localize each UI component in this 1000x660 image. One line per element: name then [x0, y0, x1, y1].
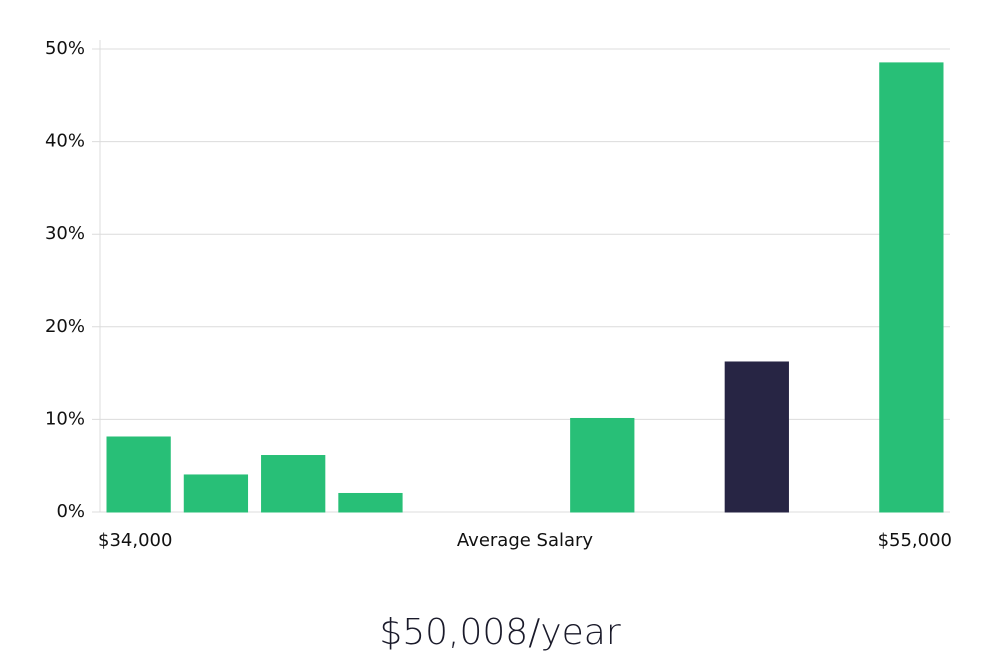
bar: [338, 492, 403, 513]
y-tick-label: 30%: [45, 223, 85, 244]
caption: $50,008/year: [379, 612, 621, 653]
bar: [879, 62, 944, 513]
bar: [570, 417, 635, 513]
y-tick-label: 50%: [45, 38, 85, 59]
x-max-label: $55,000: [878, 530, 952, 551]
y-tick-label: 40%: [45, 131, 85, 152]
bar: [261, 455, 326, 513]
x-min-label: $34,000: [98, 530, 172, 551]
bar: [106, 436, 171, 513]
y-tick-label: 0%: [56, 501, 85, 522]
bar: [724, 361, 789, 513]
bar: [183, 474, 249, 513]
y-tick-label: 10%: [45, 408, 85, 429]
x-axis-label: Average Salary: [457, 530, 594, 551]
y-tick-label: 20%: [45, 316, 85, 337]
